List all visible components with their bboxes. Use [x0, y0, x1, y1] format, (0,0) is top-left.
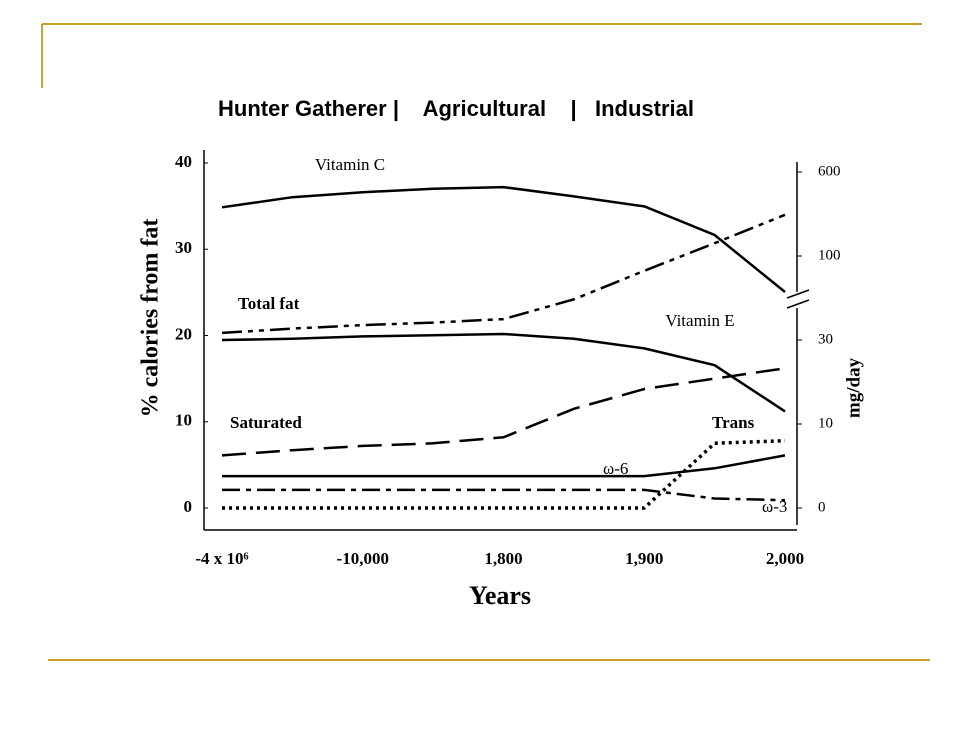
x-axis-label: Years	[469, 581, 531, 610]
axis-break	[786, 299, 810, 309]
y2-tick-label: 30	[818, 331, 833, 347]
series-line	[222, 454, 786, 478]
series-label: Saturated	[230, 413, 302, 432]
y-tick-label: 30	[175, 238, 192, 257]
x-tick-label: 1,800	[484, 549, 522, 568]
y-axis-label: % calories from fat	[138, 219, 164, 418]
series-line	[221, 367, 786, 457]
chart-title: Hunter Gatherer | Agricultural | Industr…	[218, 96, 694, 121]
axis-break	[786, 289, 810, 299]
series-label: ω-3	[762, 497, 787, 516]
series-label: ω-6	[603, 459, 628, 478]
x-tick-label: 1,900	[625, 549, 663, 568]
series-line	[222, 438, 786, 510]
y2-tick-label: 10	[818, 415, 833, 431]
y2-tick-label: 600	[818, 163, 841, 179]
y-tick-label: 40	[175, 152, 192, 171]
series-label: Vitamin C	[315, 155, 385, 174]
series-line	[221, 185, 786, 293]
y-tick-label: 20	[175, 324, 192, 343]
series-label: Vitamin E	[665, 311, 734, 330]
y2-axis-label: mg/day	[843, 357, 864, 418]
series-line	[221, 332, 786, 413]
x-tick-label: -4 x 10⁶	[195, 549, 248, 568]
series-line	[222, 488, 786, 502]
y-tick-label: 0	[184, 497, 193, 516]
y2-tick-label: 0	[818, 499, 826, 515]
x-tick-label: -10,000	[337, 549, 389, 568]
x-tick-label: 2,000	[766, 549, 804, 568]
y2-tick-label: 100	[818, 247, 841, 263]
y-tick-label: 10	[175, 411, 192, 430]
series-label: Trans	[712, 413, 755, 432]
series-label: Total fat	[238, 294, 300, 313]
series-line	[221, 213, 786, 335]
